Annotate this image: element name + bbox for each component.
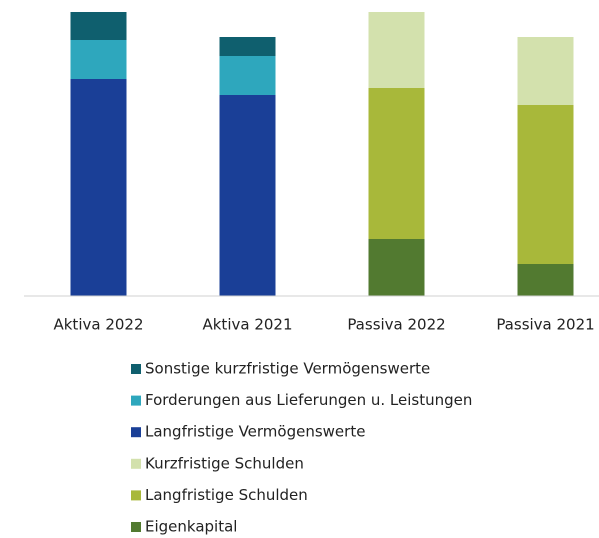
legend-label: Langfristige Schulden: [145, 486, 308, 504]
legend-swatch: [131, 458, 141, 469]
bar-segment: [517, 264, 574, 296]
legend-swatch: [131, 490, 141, 501]
bar-segment: [219, 56, 276, 95]
bar-segment: [368, 12, 425, 88]
legend-label: Eigenkapital: [145, 518, 237, 536]
legend-label: Langfristige Vermögenswerte: [145, 423, 365, 441]
bar-segment: [368, 239, 425, 296]
legend-label: Forderungen aus Lieferungen u. Leistunge…: [145, 391, 472, 409]
x-tick-label: Aktiva 2021: [202, 316, 292, 334]
legend-swatch: [131, 395, 141, 406]
bar-segment: [368, 88, 425, 239]
x-tick-label: Passiva 2021: [496, 316, 594, 334]
bar-segment: [219, 95, 276, 296]
bar-segment: [219, 37, 276, 56]
bar-segment: [70, 40, 127, 79]
legend-swatch: [131, 427, 141, 438]
legend-label: Kurzfristige Schulden: [145, 454, 304, 472]
bar-segment: [517, 37, 574, 105]
legend-label: Sonstige kurzfristige Vermögenswerte: [145, 360, 430, 378]
bar-segment: [70, 79, 127, 296]
bar-segment: [517, 105, 574, 264]
x-tick-label: Passiva 2022: [347, 316, 445, 334]
legend-swatch: [131, 522, 141, 532]
bar-segment: [70, 12, 127, 40]
legend-swatch: [131, 364, 141, 374]
x-tick-label: Aktiva 2022: [53, 316, 143, 334]
